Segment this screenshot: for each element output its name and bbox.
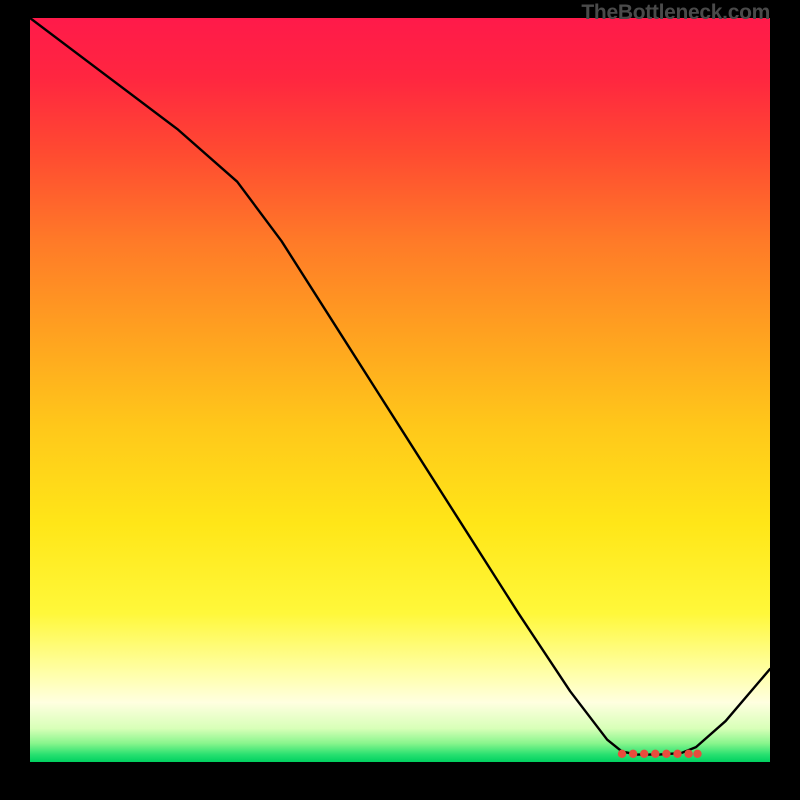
- flat-marker: [684, 750, 692, 758]
- watermark-text: TheBottleneck.com: [581, 1, 770, 25]
- bottleneck-curve: [30, 18, 770, 755]
- plot-area: [30, 18, 770, 762]
- flat-marker: [651, 750, 659, 758]
- flat-marker: [662, 750, 670, 758]
- flat-marker: [640, 750, 648, 758]
- flat-marker: [693, 750, 701, 758]
- curve-layer: [30, 18, 770, 762]
- flat-marker: [618, 750, 626, 758]
- flat-marker: [629, 750, 637, 758]
- flat-marker: [673, 750, 681, 758]
- chart-container: TheBottleneck.com: [0, 0, 800, 800]
